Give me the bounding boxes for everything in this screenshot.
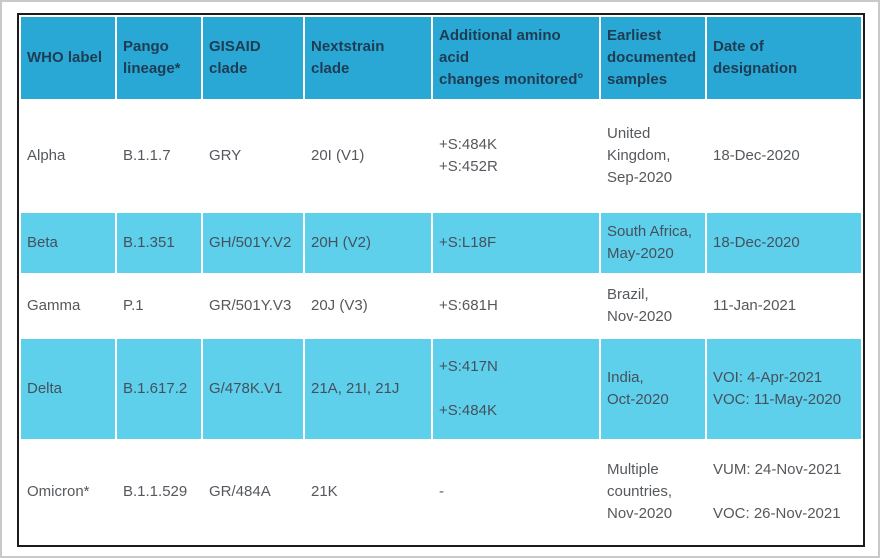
cell-alpha-earliest-samples: United Kingdom, Sep-2020 bbox=[601, 101, 705, 211]
variants-table: WHO label Pango lineage* GISAID clade Nexts… bbox=[17, 13, 865, 547]
cell-beta-date-of-designation: 18-Dec-2020 bbox=[707, 213, 861, 273]
column-header-earliest-samples: Earliest documented samples bbox=[601, 17, 705, 99]
cell-alpha-pango-lineage: B.1.1.7 bbox=[117, 101, 201, 211]
table-row-omicron: Omicron* B.1.1.529 GR/484A 21K - Multiple cou… bbox=[21, 441, 861, 543]
cell-omicron-pango-lineage: B.1.1.529 bbox=[117, 441, 201, 543]
cell-gamma-date-of-designation: 11-Jan-2021 bbox=[707, 275, 861, 337]
cell-gamma-who-label: Gamma bbox=[21, 275, 115, 337]
cell-omicron-who-label: Omicron* bbox=[21, 441, 115, 543]
cell-delta-date-of-designation: VOI: 4-Apr-2021 VOC: 11-May-2020 bbox=[707, 339, 861, 439]
cell-delta-nextstrain-clade: 21A, 21I, 21J bbox=[305, 339, 431, 439]
column-header-nextstrain-clade: Nextstrain clade bbox=[305, 17, 431, 99]
cell-alpha-amino-acid-changes: +S:484K +S:452R bbox=[433, 101, 599, 211]
table-row-beta: Beta B.1.351 GH/501Y.V2 20H (V2) +S:L18F Sout… bbox=[21, 213, 861, 273]
table-header: WHO label Pango lineage* GISAID clade Nexts… bbox=[21, 17, 861, 99]
cell-omicron-date-of-designation: VUM: 24-Nov-2021 VOC: 26-Nov-2021 bbox=[707, 441, 861, 543]
cell-alpha-who-label: Alpha bbox=[21, 101, 115, 211]
cell-omicron-nextstrain-clade: 21K bbox=[305, 441, 431, 543]
table-row-alpha: Alpha B.1.1.7 GRY 20I (V1) +S:484K +S:452R Un… bbox=[21, 101, 861, 211]
cell-gamma-earliest-samples: Brazil, Nov-2020 bbox=[601, 275, 705, 337]
table-row-gamma: Gamma P.1 GR/501Y.V3 20J (V3) +S:681H Brazil,… bbox=[21, 275, 861, 337]
cell-beta-pango-lineage: B.1.351 bbox=[117, 213, 201, 273]
cell-beta-amino-acid-changes: +S:L18F bbox=[433, 213, 599, 273]
cell-delta-who-label: Delta bbox=[21, 339, 115, 439]
cell-alpha-date-of-designation: 18-Dec-2020 bbox=[707, 101, 861, 211]
column-header-amino-acid-changes: Additional amino acid changes monitored° bbox=[433, 17, 599, 99]
cell-omicron-earliest-samples: Multiple countries, Nov-2020 bbox=[601, 441, 705, 543]
cell-gamma-gisaid-clade: GR/501Y.V3 bbox=[203, 275, 303, 337]
column-header-date-of-designation: Date of designation bbox=[707, 17, 861, 99]
cell-alpha-nextstrain-clade: 20I (V1) bbox=[305, 101, 431, 211]
cell-delta-gisaid-clade: G/478K.V1 bbox=[203, 339, 303, 439]
cell-delta-pango-lineage: B.1.617.2 bbox=[117, 339, 201, 439]
cell-omicron-amino-acid-changes: - bbox=[433, 441, 599, 543]
column-header-pango-lineage: Pango lineage* bbox=[117, 17, 201, 99]
column-header-who-label: WHO label bbox=[21, 17, 115, 99]
cell-gamma-amino-acid-changes: +S:681H bbox=[433, 275, 599, 337]
cell-gamma-pango-lineage: P.1 bbox=[117, 275, 201, 337]
column-header-gisaid-clade: GISAID clade bbox=[203, 17, 303, 99]
cell-delta-earliest-samples: India, Oct-2020 bbox=[601, 339, 705, 439]
cell-beta-earliest-samples: South Africa, May-2020 bbox=[601, 213, 705, 273]
cell-omicron-gisaid-clade: GR/484A bbox=[203, 441, 303, 543]
table-row-delta: Delta B.1.617.2 G/478K.V1 21A, 21I, 21J +S:4… bbox=[21, 339, 861, 439]
cell-beta-gisaid-clade: GH/501Y.V2 bbox=[203, 213, 303, 273]
cell-alpha-gisaid-clade: GRY bbox=[203, 101, 303, 211]
table-body: Alpha B.1.1.7 GRY 20I (V1) +S:484K +S:452R Un… bbox=[21, 101, 861, 543]
cell-beta-who-label: Beta bbox=[21, 213, 115, 273]
cell-delta-amino-acid-changes: +S:417N +S:484K bbox=[433, 339, 599, 439]
cell-gamma-nextstrain-clade: 20J (V3) bbox=[305, 275, 431, 337]
cell-beta-nextstrain-clade: 20H (V2) bbox=[305, 213, 431, 273]
header-row: WHO label Pango lineage* GISAID clade Nexts… bbox=[21, 17, 861, 99]
